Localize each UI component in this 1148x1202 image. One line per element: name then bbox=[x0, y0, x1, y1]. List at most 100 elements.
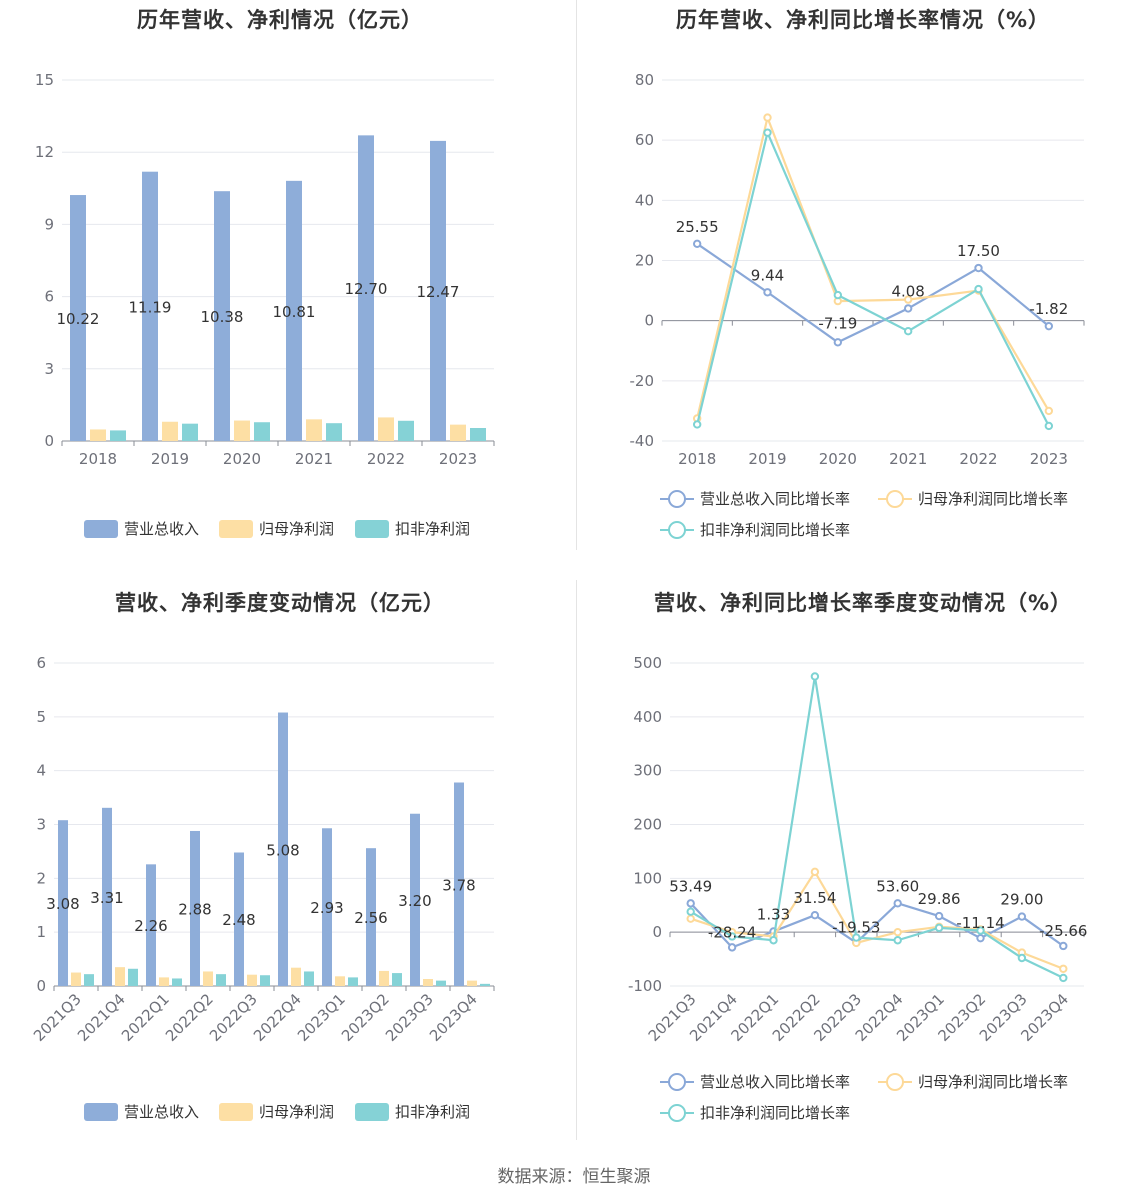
y-tick-label: 40 bbox=[635, 191, 654, 209]
line-data-label: 25.55 bbox=[676, 218, 719, 236]
legend-item-q-deducted-profit-growth[interactable]: 扣非净利润同比增长率 bbox=[660, 1102, 850, 1123]
y-tick-label: 12 bbox=[35, 143, 54, 161]
series-point bbox=[976, 926, 985, 935]
line-data-label: 17.50 bbox=[957, 242, 1000, 260]
legend-label-q-deducted-profit: 扣非净利润 bbox=[395, 1103, 471, 1121]
line-data-label: 9.44 bbox=[751, 266, 784, 284]
bar-deducted-profit bbox=[84, 974, 94, 986]
series-point bbox=[1059, 973, 1068, 983]
bar-deducted-profit bbox=[172, 978, 182, 986]
legend-marker-q-deducted-profit-growth bbox=[660, 1103, 694, 1122]
legend-swatch-q-net-profit bbox=[219, 1102, 253, 1121]
x-tick-label: 2023 bbox=[1030, 450, 1068, 468]
line-data-label: 53.60 bbox=[876, 877, 919, 895]
bar-deducted-profit bbox=[398, 420, 414, 441]
series-point bbox=[1059, 941, 1068, 951]
bar-revenue bbox=[214, 191, 230, 441]
line-data-label: 53.49 bbox=[669, 877, 712, 895]
series-point bbox=[1044, 321, 1054, 331]
series-point bbox=[692, 420, 702, 429]
x-tick-label: 2018 bbox=[79, 450, 117, 468]
y-tick-label: 3 bbox=[36, 816, 46, 834]
legend-label-q-revenue: 营业总收入 bbox=[124, 1103, 200, 1121]
legend-item-revenue-growth[interactable]: 营业总收入同比增长率 bbox=[660, 488, 850, 509]
bar-data-label: 2.26 bbox=[134, 917, 167, 935]
bar-deducted-profit bbox=[348, 977, 358, 986]
y-tick-label: 5 bbox=[36, 708, 46, 726]
series-point bbox=[1017, 953, 1027, 963]
legend-swatch-deducted-profit bbox=[355, 519, 389, 538]
series-point bbox=[727, 932, 737, 941]
line-data-label: -28.24 bbox=[708, 923, 756, 941]
legend-item-deducted-profit-growth[interactable]: 扣非净利润同比增长率 bbox=[660, 519, 850, 540]
legend-label-net-profit-growth: 归母净利润同比增长率 bbox=[918, 490, 1069, 508]
bar-deducted-profit bbox=[470, 428, 486, 441]
y-tick-label: 0 bbox=[36, 977, 46, 995]
legend-marker-q-revenue-growth bbox=[660, 1072, 694, 1091]
legend-label-net-profit: 归母净利润 bbox=[259, 520, 335, 538]
y-tick-label: 80 bbox=[635, 71, 654, 89]
legend-item-net-profit[interactable]: 归母净利润 bbox=[219, 518, 334, 539]
line-data-label: -7.19 bbox=[818, 314, 857, 332]
bar-revenue bbox=[454, 782, 464, 986]
line-data-label: 29.86 bbox=[918, 890, 961, 908]
bar-data-label: 10.22 bbox=[57, 310, 100, 328]
series-point bbox=[903, 295, 913, 304]
series-point bbox=[769, 936, 778, 945]
y-tick-label: -100 bbox=[628, 977, 662, 995]
legend-item-q-net-profit[interactable]: 归母净利润 bbox=[219, 1101, 334, 1122]
bar-data-label: 12.47 bbox=[417, 283, 460, 301]
y-tick-label: -40 bbox=[630, 432, 655, 450]
bar-net-profit bbox=[159, 977, 169, 986]
bar-revenue bbox=[322, 828, 332, 986]
series-point bbox=[903, 304, 913, 313]
bar-revenue bbox=[70, 195, 86, 441]
chart-title-quarterly-growth: 营收、净利同比增长率季度变动情况（%） bbox=[653, 591, 1073, 615]
bar-revenue bbox=[146, 864, 156, 986]
series-point bbox=[1044, 421, 1054, 431]
bar-deducted-profit bbox=[260, 975, 270, 986]
series-line bbox=[696, 131, 1050, 427]
y-tick-label: 200 bbox=[633, 816, 662, 834]
bar-data-label: 2.88 bbox=[178, 900, 211, 918]
bar-deducted-profit bbox=[128, 968, 138, 986]
bar-data-label: 10.81 bbox=[273, 303, 316, 321]
series-point bbox=[934, 923, 944, 933]
series-point bbox=[763, 113, 772, 122]
series-line bbox=[696, 242, 1050, 344]
bar-data-label: 3.08 bbox=[46, 895, 79, 913]
bar-data-label: 2.56 bbox=[354, 909, 387, 927]
series-point bbox=[810, 672, 820, 681]
line-data-label: -11.14 bbox=[956, 914, 1004, 932]
bar-revenue bbox=[58, 820, 68, 986]
y-tick-label: 6 bbox=[36, 654, 46, 672]
legend-item-net-profit-growth[interactable]: 归母净利润同比增长率 bbox=[878, 488, 1068, 509]
y-tick-label: 2 bbox=[36, 869, 46, 887]
y-tick-label: 1 bbox=[36, 923, 46, 941]
bar-net-profit bbox=[335, 976, 345, 986]
bar-revenue bbox=[430, 140, 446, 441]
bar-revenue bbox=[190, 830, 200, 986]
legend-item-q-revenue[interactable]: 营业总收入 bbox=[84, 1101, 199, 1122]
bar-net-profit bbox=[234, 420, 250, 441]
series-point bbox=[974, 263, 983, 273]
bar-revenue bbox=[102, 807, 112, 986]
legend-item-deducted-profit[interactable]: 扣非净利润 bbox=[355, 518, 470, 539]
legend-swatch-q-deducted-profit bbox=[355, 1102, 389, 1121]
bar-net-profit bbox=[71, 972, 81, 986]
legend-item-q-deducted-profit[interactable]: 扣非净利润 bbox=[355, 1101, 470, 1122]
legend-item-q-net-profit-growth[interactable]: 归母净利润同比增长率 bbox=[878, 1071, 1068, 1092]
chart-title-quarterly-revenue: 营收、净利季度变动情况（亿元） bbox=[115, 591, 445, 615]
x-tick-label: 2021 bbox=[889, 450, 927, 468]
vertical-divider-top bbox=[576, 0, 577, 550]
series-point bbox=[976, 933, 985, 943]
y-tick-label: 0 bbox=[652, 923, 662, 941]
series-point bbox=[1017, 912, 1027, 921]
line-data-label: 4.08 bbox=[891, 282, 924, 300]
legend-item-revenue[interactable]: 营业总收入 bbox=[84, 518, 199, 539]
legend-item-q-revenue-growth[interactable]: 营业总收入同比增长率 bbox=[660, 1071, 850, 1092]
legend-marker-deducted-profit-growth bbox=[660, 520, 694, 539]
